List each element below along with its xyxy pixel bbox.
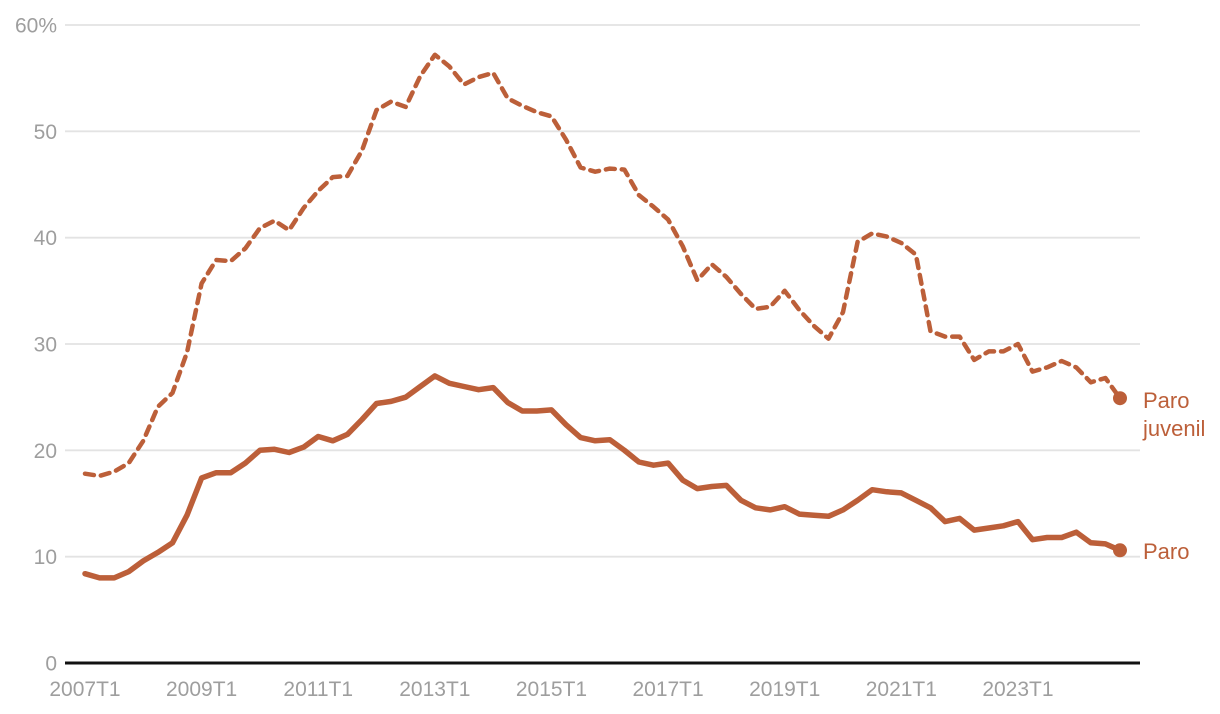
y-axis-label: 60% bbox=[15, 15, 57, 38]
legend-paro: Paro bbox=[1143, 539, 1190, 564]
x-axis-label: 2015T1 bbox=[516, 678, 587, 701]
x-axis-label: 2019T1 bbox=[749, 678, 820, 701]
x-axis-label: 2007T1 bbox=[49, 678, 120, 701]
y-axis-label: 40 bbox=[34, 227, 57, 250]
paro-endpoint-dot bbox=[1113, 543, 1127, 558]
x-axis-label: 2011T1 bbox=[283, 678, 353, 701]
paro-juvenil-line bbox=[82, 52, 1123, 479]
y-axis-label: 0 bbox=[45, 653, 57, 676]
x-axis-label: 2021T1 bbox=[866, 678, 937, 701]
y-axis-label: 10 bbox=[34, 546, 57, 569]
x-axis-label: 2017T1 bbox=[632, 678, 703, 701]
paro-juvenil-endpoint-dot bbox=[1113, 391, 1127, 406]
y-axis-label: 30 bbox=[34, 334, 57, 357]
legend-paro-juvenil: Paro juvenil bbox=[1143, 388, 1206, 441]
x-axis-label: 2023T1 bbox=[982, 678, 1053, 701]
y-axis-label: 20 bbox=[34, 440, 57, 463]
x-axis-label: 2013T1 bbox=[399, 678, 470, 701]
x-axis-label: 2009T1 bbox=[166, 678, 237, 701]
paro-line bbox=[82, 373, 1123, 581]
y-axis-label: 50 bbox=[34, 121, 57, 144]
